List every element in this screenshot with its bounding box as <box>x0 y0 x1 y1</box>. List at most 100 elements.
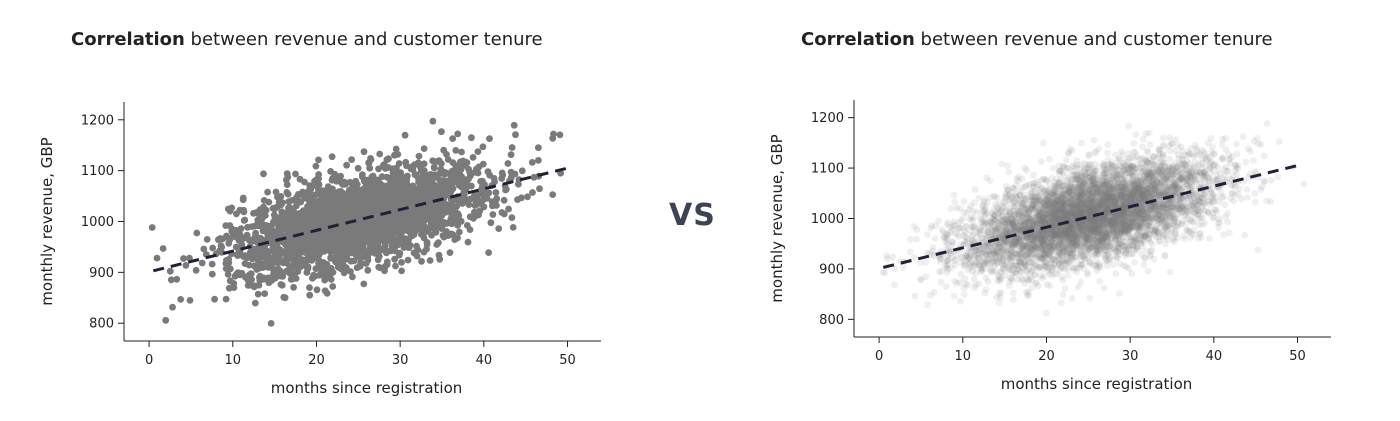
scatter-point <box>230 280 238 287</box>
scatter-point <box>1062 196 1069 204</box>
scatter-point <box>1124 165 1132 173</box>
scatter-point <box>1097 215 1104 222</box>
scatter-point <box>1067 219 1074 227</box>
scatter-point <box>1045 242 1052 250</box>
scatter-point <box>1026 196 1034 204</box>
scatter-point <box>960 208 968 216</box>
scatter-point <box>980 259 988 267</box>
scatter-point <box>1051 200 1058 208</box>
scatter-point <box>1023 253 1031 260</box>
scatter-point <box>1037 209 1044 217</box>
scatter-point <box>1021 279 1029 287</box>
scatter-point <box>1061 213 1069 221</box>
scatter-point <box>1151 205 1158 213</box>
scatter-point <box>389 165 396 173</box>
scatter-point <box>1207 135 1215 142</box>
scatter-point <box>1012 239 1019 247</box>
scatter-point <box>1088 196 1096 204</box>
scatter-point <box>251 299 259 307</box>
scatter-point <box>269 204 277 212</box>
scatter-point <box>1071 183 1079 191</box>
scatter-point <box>256 206 264 214</box>
scatter-point <box>1104 216 1112 224</box>
scatter-point <box>277 270 284 278</box>
scatter-point <box>1117 211 1125 219</box>
scatter-point <box>1222 134 1230 142</box>
scatter-point <box>1050 216 1058 223</box>
scatter-point <box>1079 209 1087 217</box>
scatter-point <box>1083 172 1091 180</box>
scatter-point <box>1053 199 1061 207</box>
scatter-point <box>1055 185 1063 193</box>
scatter-point <box>1016 227 1023 234</box>
scatter-point <box>524 193 531 201</box>
scatter-point <box>536 185 543 193</box>
scatter-point <box>226 236 234 243</box>
scatter-point <box>985 223 993 231</box>
scatter-point <box>257 249 265 256</box>
scatter-point <box>1187 163 1195 171</box>
scatter-point <box>1070 266 1078 274</box>
scatter-point <box>1072 212 1080 220</box>
scatter-point <box>487 219 495 227</box>
scatter-point <box>390 178 398 186</box>
scatter-point <box>1104 232 1112 240</box>
scatter-point <box>1077 182 1085 190</box>
scatter-point <box>383 173 391 181</box>
scatter-point <box>1033 244 1041 251</box>
scatter-point <box>365 222 373 230</box>
scatter-point <box>321 276 329 284</box>
scatter-point <box>1185 181 1193 188</box>
scatter-point <box>1014 234 1021 242</box>
scatter-point <box>1117 191 1124 199</box>
scatter-point <box>463 180 471 188</box>
scatter-point <box>485 249 492 256</box>
scatter-point <box>287 248 295 255</box>
scatter-point <box>455 228 463 236</box>
scatter-point <box>999 265 1007 273</box>
scatter-point <box>245 236 253 244</box>
scatter-point <box>420 145 428 153</box>
scatter-point <box>1146 183 1154 191</box>
scatter-point <box>999 253 1006 261</box>
scatter-point <box>1049 199 1056 206</box>
scatter-point <box>1087 213 1094 220</box>
scatter-point <box>1131 222 1138 229</box>
scatter-point <box>1097 223 1105 231</box>
scatter-point <box>1046 155 1053 163</box>
scatter-point <box>1081 195 1089 202</box>
scatter-point <box>1093 230 1101 238</box>
scatter-point <box>1119 179 1126 187</box>
scatter-point <box>1052 231 1060 238</box>
scatter-point <box>1066 200 1074 208</box>
scatter-point <box>1012 226 1019 234</box>
scatter-point <box>1092 224 1100 232</box>
scatter-point <box>1140 261 1148 269</box>
scatter-point <box>1069 253 1076 261</box>
scatter-point <box>1236 185 1243 193</box>
scatter-point <box>398 267 405 275</box>
scatter-point <box>515 176 523 184</box>
scatter-point <box>1191 205 1198 212</box>
scatter-point <box>1091 167 1099 175</box>
scatter-point <box>1154 192 1162 200</box>
scatter-point <box>1083 204 1090 212</box>
scatter-point <box>1072 193 1080 200</box>
scatter-point <box>1067 176 1075 184</box>
scatter-point <box>1136 183 1143 191</box>
scatter-point <box>957 270 965 278</box>
scatter-points <box>879 120 1308 317</box>
scatter-point <box>1049 255 1057 263</box>
scatter-point <box>1168 199 1175 207</box>
scatter-point <box>451 174 458 182</box>
scatter-point <box>392 145 400 153</box>
scatter-point <box>1064 150 1072 158</box>
scatter-point <box>1021 261 1029 269</box>
scatter-point <box>1057 231 1065 239</box>
scatter-point <box>1048 196 1056 204</box>
scatter-point <box>1015 238 1023 246</box>
scatter-point <box>1086 218 1094 226</box>
scatter-point <box>1094 176 1102 184</box>
scatter-point <box>1118 192 1126 200</box>
scatter-point <box>987 267 994 275</box>
